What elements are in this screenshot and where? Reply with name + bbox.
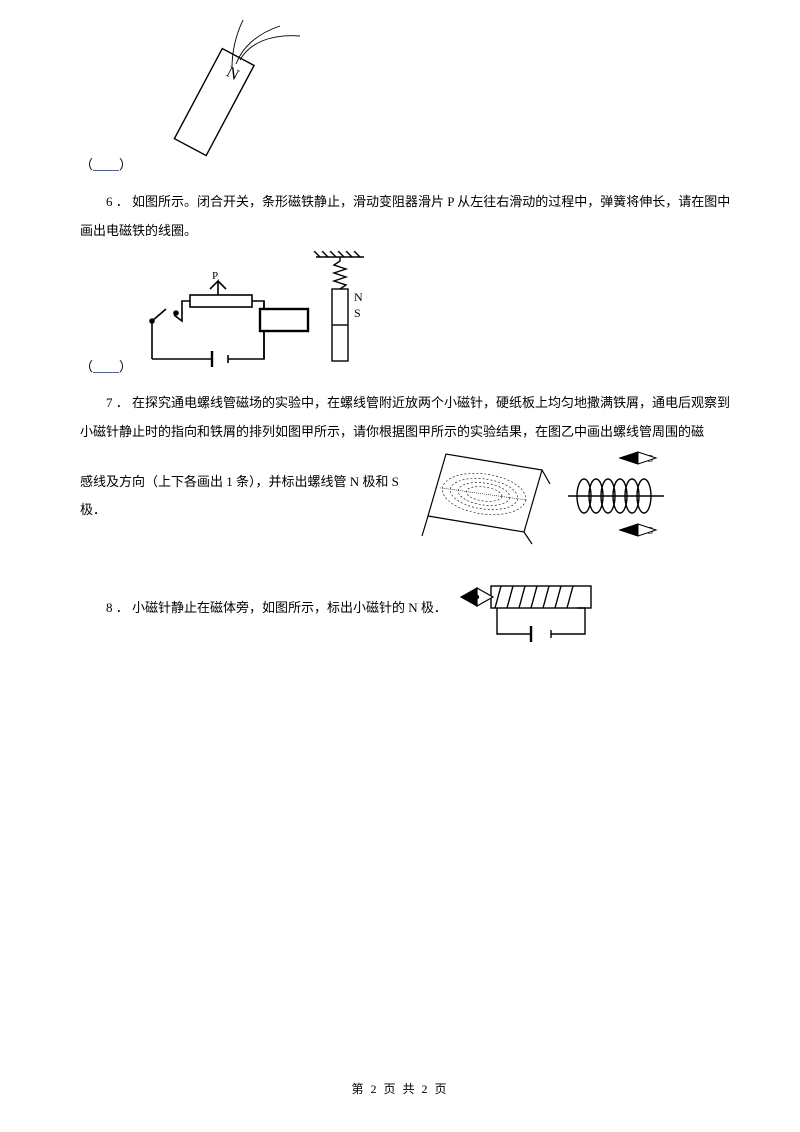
magnet-n-label: N xyxy=(354,290,363,304)
fig8-solenoid-compass-circuit xyxy=(453,560,613,655)
fig7a-iron-filings xyxy=(414,446,554,546)
q8-body: 小磁针静止在磁体旁，如图所示，标出小磁针的 N 极． xyxy=(132,600,447,615)
q6-num: 6 ． xyxy=(106,194,129,209)
q6-block: 6 ． 如图所示。闭合开关，条形磁铁静止，滑动变阻器滑片 P 从左往右滑动的过程… xyxy=(80,188,740,381)
fig5-bar-magnet: N xyxy=(132,20,302,180)
q7-block: 7 ． 在探究通电螺线管磁场的实验中，在螺线管附近放两个小磁针，硬纸板上均匀地撒… xyxy=(80,389,740,546)
answer-blank[interactable] xyxy=(93,151,119,180)
magnet-s-label: S xyxy=(354,306,361,320)
q6-body: 如图所示。闭合开关，条形磁铁静止，滑动变阻器滑片 P 从左往右滑动的过程中，弹簧… xyxy=(80,194,730,238)
q6-text: 6 ． 如图所示。闭合开关，条形磁铁静止，滑动变阻器滑片 P 从左往右滑动的过程… xyxy=(80,188,740,245)
fig7b-solenoid-compass: N⇦S N⇦S xyxy=(560,446,670,546)
q8-row: 8 ． 小磁针静止在磁体旁，如图所示，标出小磁针的 N 极． xyxy=(80,560,740,655)
q7-num: 7 ． xyxy=(106,395,129,410)
answer-blank[interactable] xyxy=(93,353,119,382)
q8-block: 8 ． 小磁针静止在磁体旁，如图所示，标出小磁针的 N 极． xyxy=(80,560,740,655)
q8-text: 8 ． 小磁针静止在磁体旁，如图所示，标出小磁针的 N 极． xyxy=(80,594,447,623)
q7-line2-row: 感线及方向（上下各画出 1 条），并标出螺线管 N 极和 S 极． xyxy=(80,446,740,546)
q7-body-a: 在探究通电螺线管磁场的实验中，在螺线管附近放两个小磁针，硬纸板上均匀地撒满铁屑，… xyxy=(80,395,730,439)
q7-body-b: 感线及方向（上下各画出 1 条），并标出螺线管 N 极和 S 极． xyxy=(80,468,410,525)
page-footer: 第 2 页 共 2 页 xyxy=(0,1076,800,1102)
answer-paren-close: ） xyxy=(119,151,132,180)
q6-figure-row: （ ） P xyxy=(80,251,740,381)
answer-paren-close: ） xyxy=(119,353,132,382)
q8-num: 8 ． xyxy=(106,600,129,615)
answer-paren-open: （ xyxy=(80,151,93,180)
q7-text-a: 7 ． 在探究通电螺线管磁场的实验中，在螺线管附近放两个小磁针，硬纸板上均匀地撒… xyxy=(80,389,740,446)
slider-p-label: P xyxy=(212,270,218,282)
fig6-electromagnet-circuit: P xyxy=(132,251,372,381)
q5-figure-row: （ ） N xyxy=(80,20,740,180)
hatching xyxy=(314,251,360,257)
q5-figure-block: （ ） N xyxy=(80,20,740,180)
answer-paren-open: （ xyxy=(80,353,93,382)
